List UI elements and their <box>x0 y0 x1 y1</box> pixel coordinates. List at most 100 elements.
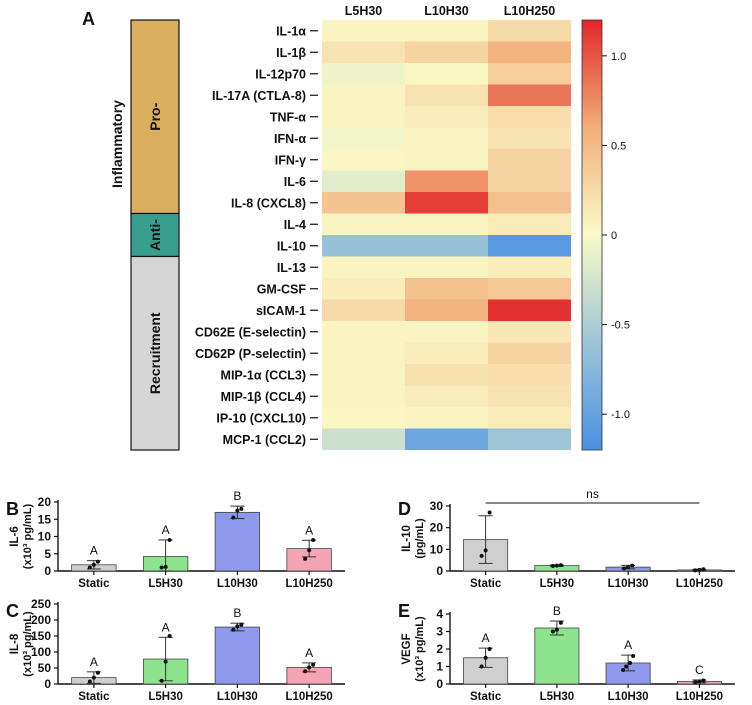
y-tick-label: 200 <box>31 613 51 627</box>
bar-panel-e: E 0 1 2 3 4 VEGF (x10³ pg/mL) Static A L5H30 B L10H3… <box>398 601 735 703</box>
heatmap-row-label: IL-4 <box>284 218 306 232</box>
data-point <box>95 670 100 675</box>
bar-panel-c: C 0 50 100 150 200 250 IL-8 (x10³ pg/mL) Static A L… <box>6 597 345 703</box>
x-tick-label: L10H30 <box>217 691 258 703</box>
x-tick-label: Static <box>470 578 502 590</box>
heatmap-cell <box>322 235 405 257</box>
y-tick-label: 20 <box>38 495 52 509</box>
significance-letter: B <box>553 604 561 618</box>
data-point <box>697 567 702 572</box>
heatmap-cell <box>488 20 571 42</box>
heatmap-row-label: IFN-α <box>274 132 306 146</box>
x-tick-label: L10H250 <box>285 691 332 703</box>
heatmap-cell <box>322 20 405 42</box>
y-tick-label: 30 <box>430 499 444 513</box>
heatmap-row-label: GM-CSF <box>257 282 307 296</box>
x-tick-label: L10H250 <box>285 578 332 590</box>
data-point <box>558 620 563 625</box>
data-point <box>87 565 92 570</box>
y-axis-units: (x10³ pg/mL) <box>414 616 426 682</box>
data-point <box>163 659 168 664</box>
heatmap-row-label: TNF-α <box>270 110 306 124</box>
data-point <box>626 565 631 570</box>
y-tick-label: 20 <box>430 521 444 535</box>
heatmap-cell <box>488 299 571 321</box>
heatmap-row-label: MIP-1β (CCL4) <box>221 390 306 404</box>
x-tick-label: L10H250 <box>676 691 723 703</box>
x-tick-label: Static <box>78 578 110 590</box>
heatmap-cell <box>488 321 571 343</box>
heatmap-cell <box>488 213 571 235</box>
significance-letter: B <box>233 489 241 503</box>
data-point <box>550 564 555 569</box>
x-tick-label: L5H30 <box>148 578 183 590</box>
heatmap-cell <box>405 428 488 450</box>
data-point <box>91 562 96 567</box>
heatmap-cell <box>322 106 405 128</box>
data-point <box>554 563 559 568</box>
significance-letter: A <box>162 523 170 537</box>
heatmap-row-label: CD62P (P-selectin) <box>195 347 306 361</box>
group-label: Anti- <box>147 219 163 251</box>
data-point <box>631 654 636 658</box>
heatmap-cell <box>405 127 488 149</box>
y-axis-label: IL-8 <box>9 633 21 654</box>
x-tick-label: L10H30 <box>608 691 649 703</box>
heatmap-row-label: IL-1β <box>276 46 306 60</box>
y-axis-units: (x10³ pg/mL) <box>22 503 34 569</box>
y-tick-label: 4 <box>436 607 443 621</box>
heatmap-cell <box>488 235 571 257</box>
heatmap-cell <box>405 299 488 321</box>
y-tick-label: 2 <box>436 642 443 656</box>
heatmap-row-label: IP-10 (CXCL10) <box>216 411 306 425</box>
x-tick-label: L10H30 <box>217 578 258 590</box>
data-point <box>558 563 563 568</box>
heatmap-cell <box>405 235 488 257</box>
heatmap-cell <box>405 256 488 278</box>
heatmap-row-label: IL-6 <box>284 175 306 189</box>
significance-label: ns <box>586 487 599 501</box>
significance-letter: B <box>233 606 241 620</box>
y-tick-label: 10 <box>38 530 52 544</box>
data-point <box>554 627 559 632</box>
colorbar-tick-label: -1.0 <box>611 409 630 421</box>
heatmap-cell <box>405 385 488 407</box>
heatmap-cell <box>405 278 488 300</box>
panel-label-a: A <box>82 9 95 29</box>
heatmap-cell <box>322 278 405 300</box>
heatmap-row-label: IL-8 (CXCL8) <box>231 196 306 210</box>
y-tick-label: 150 <box>31 629 51 643</box>
heatmap-cell <box>322 299 405 321</box>
y-tick-label: 250 <box>31 597 51 611</box>
data-point <box>483 548 488 553</box>
heatmap-cell <box>488 342 571 364</box>
data-point <box>303 669 308 674</box>
heatmap-column-label: L5H30 <box>345 4 383 18</box>
significance-letter: A <box>482 631 490 645</box>
data-point <box>231 627 236 632</box>
data-point <box>487 647 492 651</box>
data-point <box>235 508 240 513</box>
data-point <box>701 567 706 572</box>
y-axis-units: (pg/mL) <box>414 518 426 559</box>
heatmap-cell <box>405 170 488 192</box>
data-point <box>239 622 244 627</box>
significance-letter: A <box>624 638 632 652</box>
heatmap-cell <box>488 41 571 63</box>
bar <box>214 511 261 572</box>
y-tick-label: 50 <box>38 661 52 675</box>
data-point <box>311 537 316 542</box>
data-point <box>621 668 626 672</box>
heatmap-column-label: L10H30 <box>424 4 469 18</box>
heatmap-cell <box>322 385 405 407</box>
data-point <box>628 661 633 665</box>
data-point <box>311 662 316 667</box>
data-point <box>483 655 488 660</box>
heatmap-row-label: MCP-1 (CCL2) <box>223 433 306 447</box>
significance-letter: A <box>90 544 98 558</box>
y-axis-label: IL-10 <box>401 525 413 552</box>
data-point <box>167 634 172 638</box>
heatmap-cell <box>322 84 405 106</box>
